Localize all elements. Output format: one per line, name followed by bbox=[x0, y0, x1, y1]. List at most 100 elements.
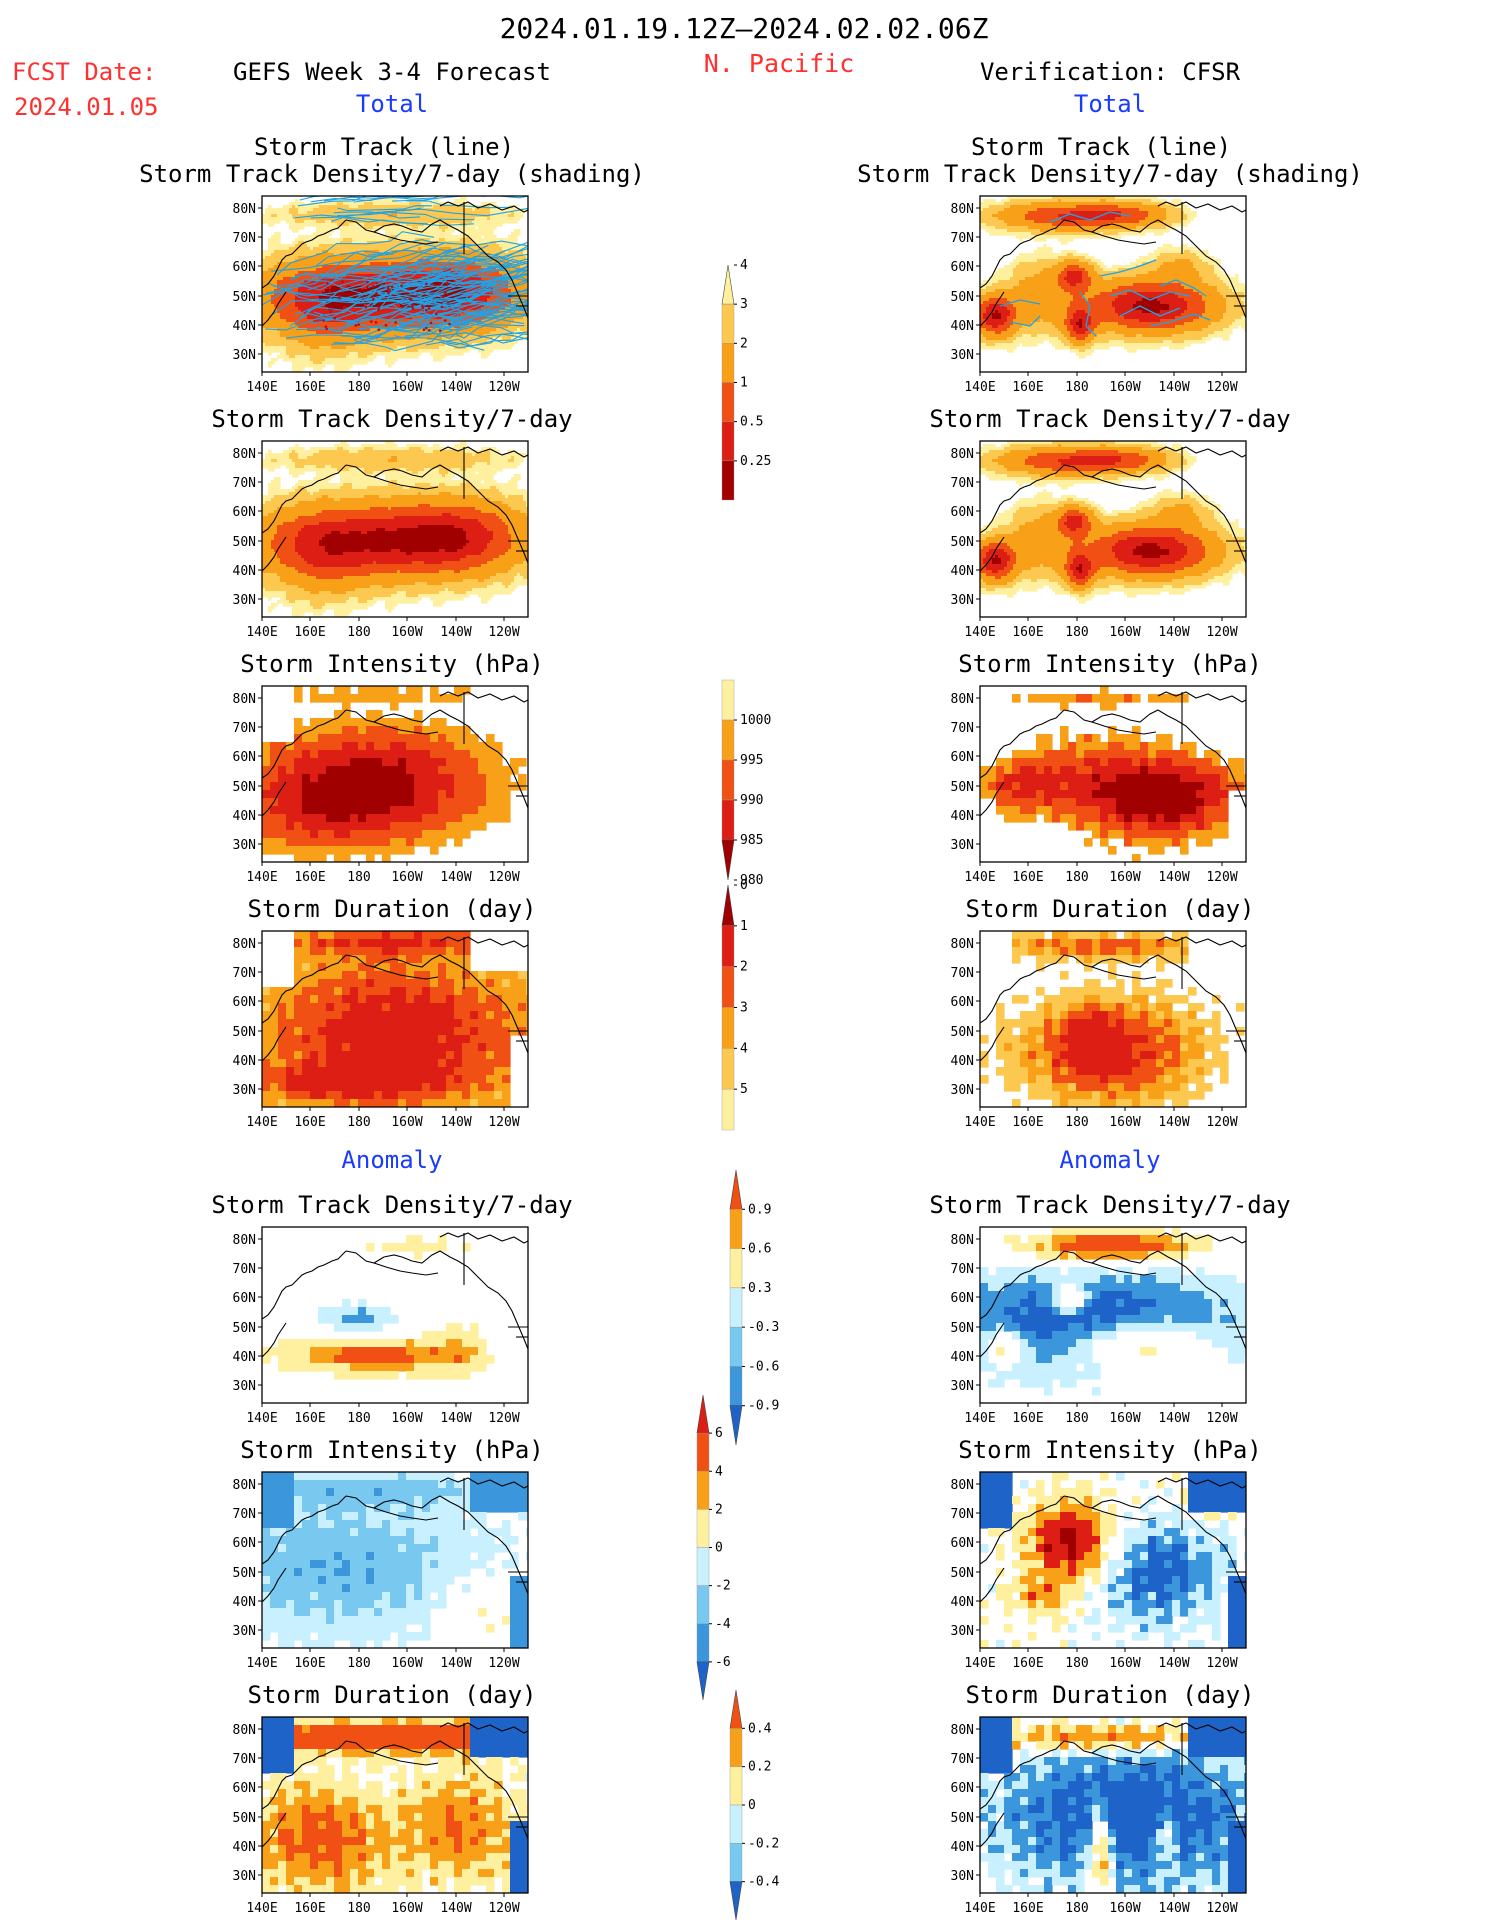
field-cell bbox=[346, 247, 350, 251]
field-cell bbox=[400, 310, 404, 314]
field-cell bbox=[349, 292, 353, 296]
field-cell bbox=[298, 313, 302, 317]
field-cell bbox=[382, 292, 386, 296]
field-cell bbox=[364, 253, 368, 257]
field-cell bbox=[388, 199, 392, 203]
field-cell bbox=[352, 238, 356, 242]
storm-track-line bbox=[353, 288, 521, 311]
field-cell bbox=[292, 364, 296, 368]
right-intensity-title: Storm Intensity (hPa) bbox=[958, 650, 1261, 678]
field-cell bbox=[433, 346, 437, 350]
field-cell bbox=[469, 211, 473, 215]
field-cell bbox=[268, 349, 272, 353]
field-cell bbox=[271, 337, 275, 341]
field-cell bbox=[460, 241, 464, 245]
field-cell bbox=[331, 250, 335, 254]
field-cell bbox=[469, 208, 473, 212]
field-cell bbox=[313, 241, 317, 245]
field-cell bbox=[472, 307, 476, 311]
field-cell bbox=[292, 256, 296, 260]
field-cell bbox=[448, 319, 452, 323]
field-cell bbox=[490, 328, 494, 332]
field-cell bbox=[1067, 199, 1071, 203]
field-cell bbox=[322, 343, 326, 347]
field-cell bbox=[514, 283, 518, 287]
field-cell bbox=[418, 211, 422, 215]
field-cell bbox=[394, 340, 398, 344]
field-cell bbox=[418, 352, 422, 356]
field-cell bbox=[412, 214, 416, 218]
field-cell bbox=[409, 274, 413, 278]
field-cell bbox=[355, 280, 359, 284]
field-cell bbox=[427, 232, 431, 236]
storm-track-point bbox=[333, 316, 336, 320]
field-cell bbox=[445, 214, 449, 218]
field-cell bbox=[370, 214, 374, 218]
storm-track-point bbox=[445, 281, 449, 285]
field-cell bbox=[316, 256, 320, 260]
field-cell bbox=[301, 244, 305, 248]
field-cell bbox=[292, 262, 296, 266]
field-cell bbox=[1121, 205, 1125, 209]
field-cell bbox=[490, 298, 494, 302]
field-cell bbox=[1118, 199, 1122, 203]
field-cell bbox=[268, 361, 272, 365]
field-cell bbox=[472, 340, 476, 344]
field-cell bbox=[301, 250, 305, 254]
field-cell bbox=[298, 334, 302, 338]
field-cell bbox=[439, 337, 443, 341]
map-field bbox=[262, 196, 528, 372]
field-cell bbox=[499, 343, 503, 347]
field-cell bbox=[1064, 199, 1068, 203]
field-cell bbox=[376, 319, 380, 323]
field-cell bbox=[484, 328, 488, 332]
field-cell bbox=[481, 220, 485, 224]
field-cell bbox=[274, 334, 278, 338]
field-cell bbox=[487, 277, 491, 281]
field-cell bbox=[1097, 199, 1101, 203]
field-cell bbox=[463, 241, 467, 245]
storm-track-point bbox=[411, 307, 415, 310]
field-cell bbox=[379, 310, 383, 314]
field-cell bbox=[280, 307, 284, 311]
field-cell bbox=[1010, 205, 1014, 209]
field-cell bbox=[517, 286, 521, 290]
field-cell bbox=[361, 241, 365, 245]
field-cell bbox=[436, 205, 440, 209]
field-cell bbox=[409, 226, 413, 230]
field-cell bbox=[505, 214, 509, 218]
field-cell bbox=[1031, 199, 1035, 203]
field-cell bbox=[340, 340, 344, 344]
field-cell bbox=[481, 211, 485, 215]
field-cell bbox=[1055, 205, 1059, 209]
field-cell bbox=[331, 220, 335, 224]
field-cell bbox=[460, 253, 464, 257]
field-cell bbox=[367, 247, 371, 251]
field-cell bbox=[280, 349, 284, 353]
field-cell bbox=[397, 229, 401, 233]
map-left-0: 140E 160E 180 160W 140W 120W80N70N60N50N40N30… bbox=[233, 195, 529, 395]
field-cell bbox=[334, 337, 338, 341]
field-cell bbox=[376, 235, 380, 239]
field-cell bbox=[412, 355, 416, 359]
field-cell bbox=[331, 238, 335, 242]
field-cell bbox=[433, 352, 437, 356]
field-cell bbox=[268, 247, 272, 251]
field-cell bbox=[331, 340, 335, 344]
field-cell bbox=[472, 217, 476, 221]
field-cell bbox=[451, 349, 455, 353]
field-cell bbox=[307, 241, 311, 245]
field-cell bbox=[337, 322, 341, 326]
field-cell bbox=[442, 352, 446, 356]
field-cell bbox=[433, 202, 437, 206]
field-cell bbox=[376, 262, 380, 266]
field-cell bbox=[325, 352, 329, 356]
field-cell bbox=[337, 328, 341, 332]
field-cell bbox=[1160, 205, 1164, 209]
field-cell bbox=[424, 205, 428, 209]
field-cell bbox=[346, 253, 350, 257]
field-cell bbox=[433, 214, 437, 218]
field-cell bbox=[271, 259, 275, 263]
field-cell bbox=[343, 223, 347, 227]
field-cell bbox=[319, 325, 323, 329]
